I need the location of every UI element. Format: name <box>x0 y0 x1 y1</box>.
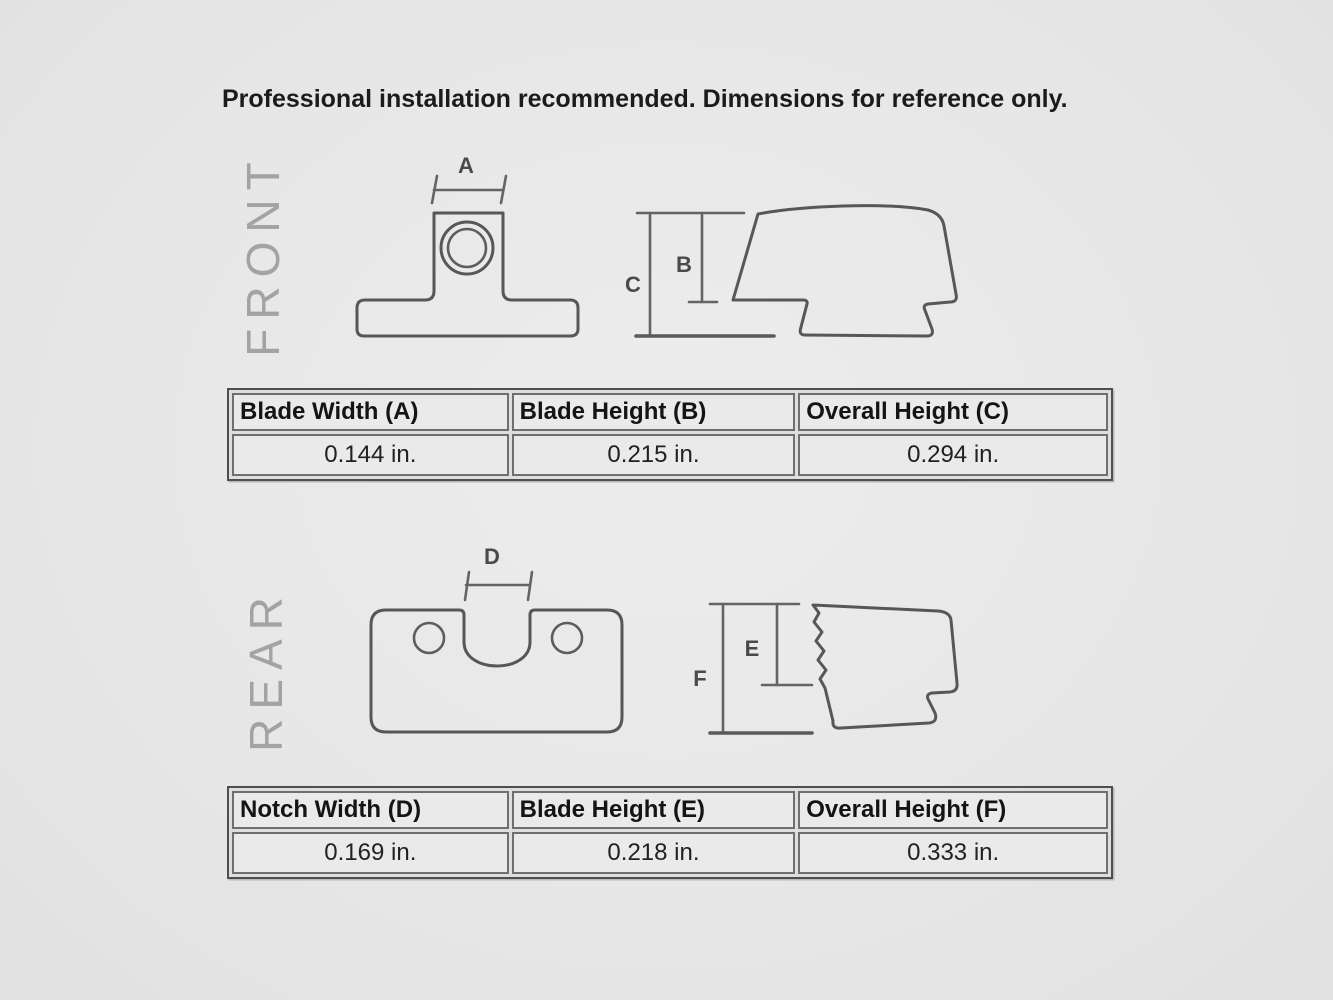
rear-header-notch-width: Notch Width (D) <box>232 791 509 829</box>
dimension-c: C <box>625 211 776 338</box>
dim-label-a: A <box>458 153 474 178</box>
front-header-blade-height: Blade Height (B) <box>511 393 796 431</box>
dimension-f: F <box>693 602 814 735</box>
dim-label-e: E <box>745 636 760 661</box>
dimension-a: A <box>430 153 508 205</box>
rear-right-dot-circle <box>550 621 584 655</box>
dim-label-d: D <box>484 544 500 569</box>
rear-value-overall-height: 0.333 in. <box>798 832 1108 874</box>
rear-table-header-row: Notch Width (D) Blade Height (E) Overall… <box>232 791 1108 829</box>
rear-sight-side-view-drawing: F E <box>693 602 959 735</box>
rear-value-blade-height: 0.218 in. <box>511 832 796 874</box>
rear-header-overall-height: Overall Height (F) <box>798 791 1108 829</box>
note-text: Professional installation recommended. D… <box>222 85 1068 113</box>
rear-table-value-row: 0.169 in. 0.218 in. 0.333 in. <box>232 832 1108 874</box>
front-sight-side-view-drawing: C B <box>625 204 958 338</box>
dim-label-b: B <box>676 252 692 277</box>
front-table-value-row: 0.144 in. 0.215 in. 0.294 in. <box>232 434 1108 476</box>
front-dimensions-table: Blade Width (A) Blade Height (B) Overall… <box>227 388 1113 481</box>
rear-sight-front-view-drawing: D <box>369 544 624 734</box>
rear-sight-silhouette <box>369 608 624 734</box>
dim-label-f: F <box>693 666 706 691</box>
rear-header-blade-height: Blade Height (E) <box>511 791 796 829</box>
tritium-vial-outer-circle <box>439 220 495 276</box>
rear-dimensions-table: Notch Width (D) Blade Height (E) Overall… <box>227 786 1113 879</box>
dimension-e: E <box>745 602 814 687</box>
front-sight-front-view-drawing: A <box>355 153 580 338</box>
front-value-blade-height: 0.215 in. <box>511 434 796 476</box>
dimension-d: D <box>463 544 534 602</box>
rear-sight-profile <box>811 603 959 730</box>
front-value-overall-height: 0.294 in. <box>798 434 1108 476</box>
front-value-blade-width: 0.144 in. <box>232 434 509 476</box>
tritium-vial-inner-circle <box>446 227 488 269</box>
rear-value-notch-width: 0.169 in. <box>232 832 509 874</box>
front-header-blade-width: Blade Width (A) <box>232 393 509 431</box>
dimension-b: B <box>676 211 719 304</box>
front-header-overall-height: Overall Height (C) <box>798 393 1108 431</box>
dim-a-ticks <box>430 174 508 205</box>
dim-label-c: C <box>625 272 641 297</box>
front-sight-silhouette <box>355 211 580 338</box>
rear-left-dot-circle <box>412 621 446 655</box>
front-sight-profile <box>731 204 958 338</box>
front-table-header-row: Blade Width (A) Blade Height (B) Overall… <box>232 393 1108 431</box>
dim-d-ticks <box>463 570 534 602</box>
